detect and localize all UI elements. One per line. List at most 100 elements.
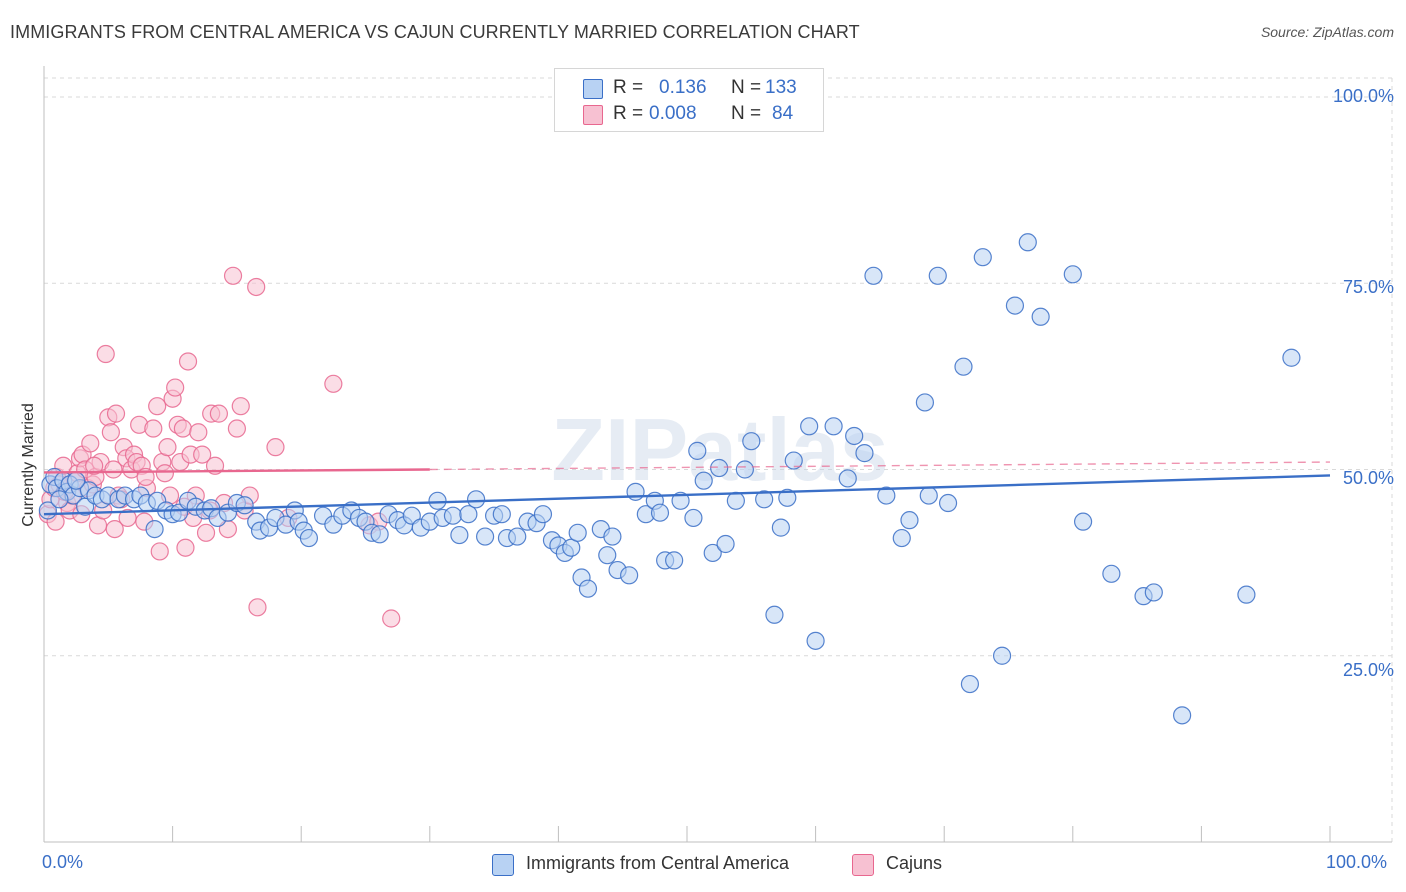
point-central-america [703, 543, 722, 563]
y-tick-label: 50.0% [1342, 468, 1394, 488]
point-central-america [67, 471, 86, 490]
legend-label: Immigrants from Central America [526, 853, 790, 873]
point-central-america [824, 417, 843, 436]
point-central-america [1063, 265, 1082, 284]
point-central-america [716, 534, 735, 554]
point-central-america [620, 566, 639, 585]
point-central-america [960, 674, 980, 694]
point-cajun [85, 456, 104, 475]
trend-line-central-america [43, 474, 1331, 516]
point-central-america [726, 491, 745, 510]
point-central-america [466, 490, 486, 509]
point-cajun [81, 434, 100, 453]
point-central-america [784, 451, 803, 470]
point-central-america [919, 486, 938, 505]
point-central-america [1005, 296, 1025, 315]
y-axis-label: Currently Married [20, 403, 37, 527]
trend-line-cajun-extended [429, 461, 1331, 471]
point-cajun [96, 344, 115, 364]
n-label: N = [731, 103, 762, 124]
point-cajun [223, 266, 243, 285]
y-tick-label: 25.0% [1342, 660, 1394, 680]
point-central-america [1102, 564, 1121, 583]
n-label: N = [731, 77, 762, 98]
point-central-america [370, 525, 389, 544]
point-cajun [189, 423, 208, 442]
point-central-america [459, 505, 478, 524]
point-central-america [806, 631, 825, 650]
x-tick-label: 100.0% [1326, 852, 1388, 872]
legend-swatch-pink [583, 105, 603, 125]
point-central-america [235, 496, 254, 515]
point-central-america [694, 471, 713, 490]
point-central-america [1031, 307, 1050, 326]
point-cajun [209, 404, 228, 423]
point-central-america [992, 646, 1012, 665]
point-central-america [145, 519, 164, 539]
point-cajun [158, 438, 177, 457]
point-central-america [892, 528, 911, 548]
point-central-america [864, 266, 883, 285]
point-central-america [688, 441, 707, 460]
point-central-america [755, 490, 774, 509]
point-central-america [735, 460, 754, 479]
point-central-america [492, 505, 511, 524]
axes [43, 66, 1392, 843]
point-cajun [382, 609, 401, 628]
legend-swatch-pink [852, 854, 874, 876]
point-central-america [742, 432, 761, 451]
series-legend: Immigrants from Central America Cajuns [0, 852, 1406, 878]
point-cajun [176, 538, 195, 557]
point-cajun [324, 374, 343, 393]
point-central-america [684, 508, 703, 528]
point-cajun [196, 523, 216, 542]
point-central-america [900, 511, 919, 530]
source-label: Source: ZipAtlas.com [1260, 24, 1394, 40]
point-central-america [1237, 585, 1256, 604]
point-central-america [508, 527, 527, 546]
point-cajun [150, 542, 169, 561]
point-central-america [443, 506, 463, 525]
point-central-america [845, 426, 864, 446]
n-value: 84 [772, 103, 794, 124]
point-cajun [173, 419, 192, 438]
point-central-america [1073, 512, 1093, 531]
point-central-america [1173, 706, 1192, 725]
trend-lines [43, 461, 1331, 516]
point-central-america [1282, 348, 1301, 367]
point-central-america [428, 491, 447, 510]
r-value: 0.136 [659, 77, 707, 98]
r-label: R = [613, 77, 644, 98]
point-central-america [598, 546, 617, 565]
point-cajun [247, 277, 266, 297]
point-central-america [450, 525, 469, 545]
y-axis-label-wrap: Currently Married [14, 300, 44, 630]
point-cajun [248, 598, 267, 617]
point-central-america [50, 490, 69, 509]
trend-line-cajun [43, 468, 430, 474]
point-central-america [838, 469, 857, 488]
point-cajun [144, 419, 163, 438]
point-cajun [105, 519, 124, 539]
legend-swatch-blue [583, 79, 603, 99]
point-central-america [1144, 583, 1163, 602]
n-value: 133 [765, 77, 797, 98]
point-central-america [938, 493, 958, 513]
point-central-america [533, 505, 553, 524]
point-central-america [1018, 233, 1037, 252]
point-cajun [101, 423, 120, 442]
point-central-america [855, 444, 874, 463]
point-central-america [778, 488, 797, 507]
point-central-america [578, 579, 598, 598]
point-central-america [771, 518, 790, 537]
point-cajun [178, 352, 198, 371]
point-cajun [166, 378, 185, 397]
point-central-america [299, 528, 319, 548]
point-cajun [227, 419, 246, 438]
point-central-america [568, 523, 587, 542]
data-points [38, 233, 1301, 725]
chart-title: IMMIGRANTS FROM CENTRAL AMERICA VS CAJUN… [10, 22, 860, 42]
watermark: ZIPatlas [551, 400, 888, 499]
point-central-america [475, 527, 495, 546]
